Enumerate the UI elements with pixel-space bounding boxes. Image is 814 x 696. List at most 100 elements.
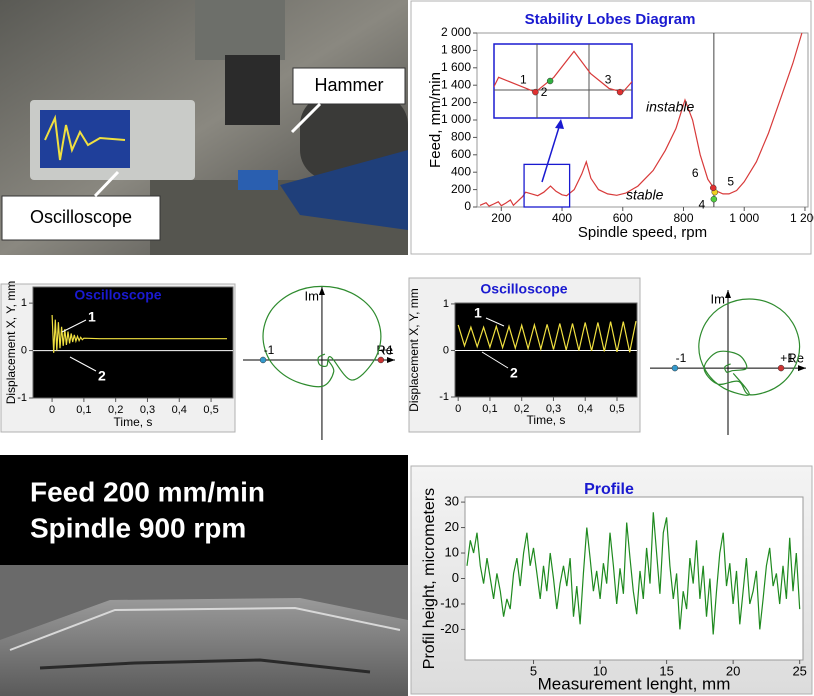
series-line [457, 320, 637, 353]
y-tick-label: 400 [451, 164, 471, 178]
y-axis-label: Profil height, micrometers [421, 488, 438, 669]
y-tick-label: 600 [451, 147, 471, 161]
curve-label: 1 [474, 305, 482, 321]
arrowhead [387, 356, 395, 363]
series-line [466, 512, 801, 635]
x-tick-label: 1 000 [729, 211, 759, 225]
vise [238, 170, 278, 190]
x-axis-label: Time, s [114, 415, 153, 429]
photo-bottom: Feed 200 mm/min Spindle 900 rpm [0, 455, 408, 696]
y-tick-label: 1 800 [441, 43, 471, 57]
y-tick-label: 800 [451, 130, 471, 144]
spindle [225, 55, 280, 125]
point-label: 3 [605, 72, 612, 86]
y-tick-label: 1 [443, 298, 449, 310]
x-tick-label: 200 [491, 211, 511, 225]
curve-label: 1 [88, 309, 96, 325]
x-tick-label: 0,2 [514, 403, 529, 415]
y-tick-label: -1 [17, 392, 27, 404]
x-tick-label: 0,4 [578, 403, 593, 415]
annotation: instable [646, 99, 694, 115]
arrowhead [725, 290, 731, 298]
x-tick-label: 600 [613, 211, 633, 225]
x-tick-label: 0 [49, 404, 55, 416]
x-tick-label: 0,5 [609, 403, 624, 415]
y-tick-label: 10 [445, 544, 459, 559]
point-label: -1 [676, 351, 687, 365]
x-tick-label: 0,1 [76, 404, 91, 416]
y-tick-label: 1 600 [441, 60, 471, 74]
y-tick-label: 200 [451, 182, 471, 196]
zoom-arrow [541, 123, 561, 183]
point-label: 6 [692, 166, 699, 180]
x-tick-label: 800 [673, 211, 693, 225]
point-label: 4 [699, 197, 706, 211]
point-label: 1 [520, 72, 527, 86]
y-axis-label: Displacement X, Y, mm [407, 288, 421, 412]
leader [481, 351, 509, 369]
chart-title: Stability Lobes Diagram [525, 11, 696, 28]
x-tick-label: 15 [659, 663, 673, 678]
photo-label: Hammer [314, 75, 383, 95]
axis-label: Im [711, 291, 725, 306]
y-axis-label: Displacement X, Y, mm [4, 281, 18, 405]
y-tick-label: 2 000 [441, 25, 471, 39]
chart-title: Oscilloscope [480, 281, 567, 297]
y-tick-label: 1 400 [441, 77, 471, 91]
inset [493, 43, 633, 119]
x-tick-label: 0 [455, 403, 461, 415]
x-tick-label: 25 [792, 663, 806, 678]
y-tick-label: -1 [439, 391, 449, 403]
y-tick-label: 0 [464, 199, 471, 213]
critical-point [377, 356, 385, 364]
y-tick-label: 1 [21, 297, 27, 309]
arrowhead [798, 365, 806, 372]
stability-point [710, 195, 718, 203]
y-tick-label: 20 [445, 519, 459, 534]
x-tick-label: 10 [593, 663, 607, 678]
label-box [292, 67, 406, 105]
plot-area [464, 496, 804, 661]
edge [9, 606, 401, 651]
arrowhead [318, 287, 325, 295]
label-box [1, 195, 161, 241]
chart-title: Oscilloscope [74, 287, 161, 303]
series-line [51, 314, 227, 353]
pointer [93, 170, 120, 198]
chart-title: Profile [584, 481, 634, 498]
point-label: +1 [380, 343, 394, 357]
x-tick-label: 5 [530, 663, 537, 678]
zoom-arrowhead [555, 119, 564, 129]
scope-trace [44, 114, 126, 161]
leader [69, 356, 97, 372]
x-axis-label: Spindle speed, rpm [578, 224, 707, 241]
axis-label: Re [787, 351, 804, 366]
axis-label: Im [304, 288, 318, 303]
point-label: 5 [727, 174, 734, 188]
x-tick-label: 400 [552, 211, 572, 225]
y-tick-label: 1 200 [441, 95, 471, 109]
curve-label: 2 [510, 365, 518, 381]
critical-point [777, 364, 785, 372]
x-tick-label: 0,5 [203, 404, 218, 416]
point-label: +1 [780, 351, 794, 365]
leader [485, 317, 505, 327]
y-tick-label: 30 [445, 494, 459, 509]
photo-label: Oscilloscope [30, 207, 132, 227]
axis-label: Re [376, 342, 393, 357]
photo-caption: Feed 200 mm/min [30, 476, 265, 507]
x-tick-label: 1 200 [790, 211, 814, 225]
x-tick-label: 20 [726, 663, 740, 678]
stability-point [546, 77, 554, 85]
x-tick-label: 0,4 [172, 404, 187, 416]
y-tick-label: 0 [443, 344, 449, 356]
nyquist-curve [262, 285, 382, 388]
point-label: 2 [541, 85, 548, 99]
workpiece [0, 598, 408, 696]
critical-point [259, 356, 267, 364]
y-tick-label: 1 000 [441, 112, 471, 126]
x-tick-label: 0,3 [140, 404, 155, 416]
stability-point [616, 88, 624, 96]
x-axis-label: Measurement lenght, mm [538, 674, 731, 693]
